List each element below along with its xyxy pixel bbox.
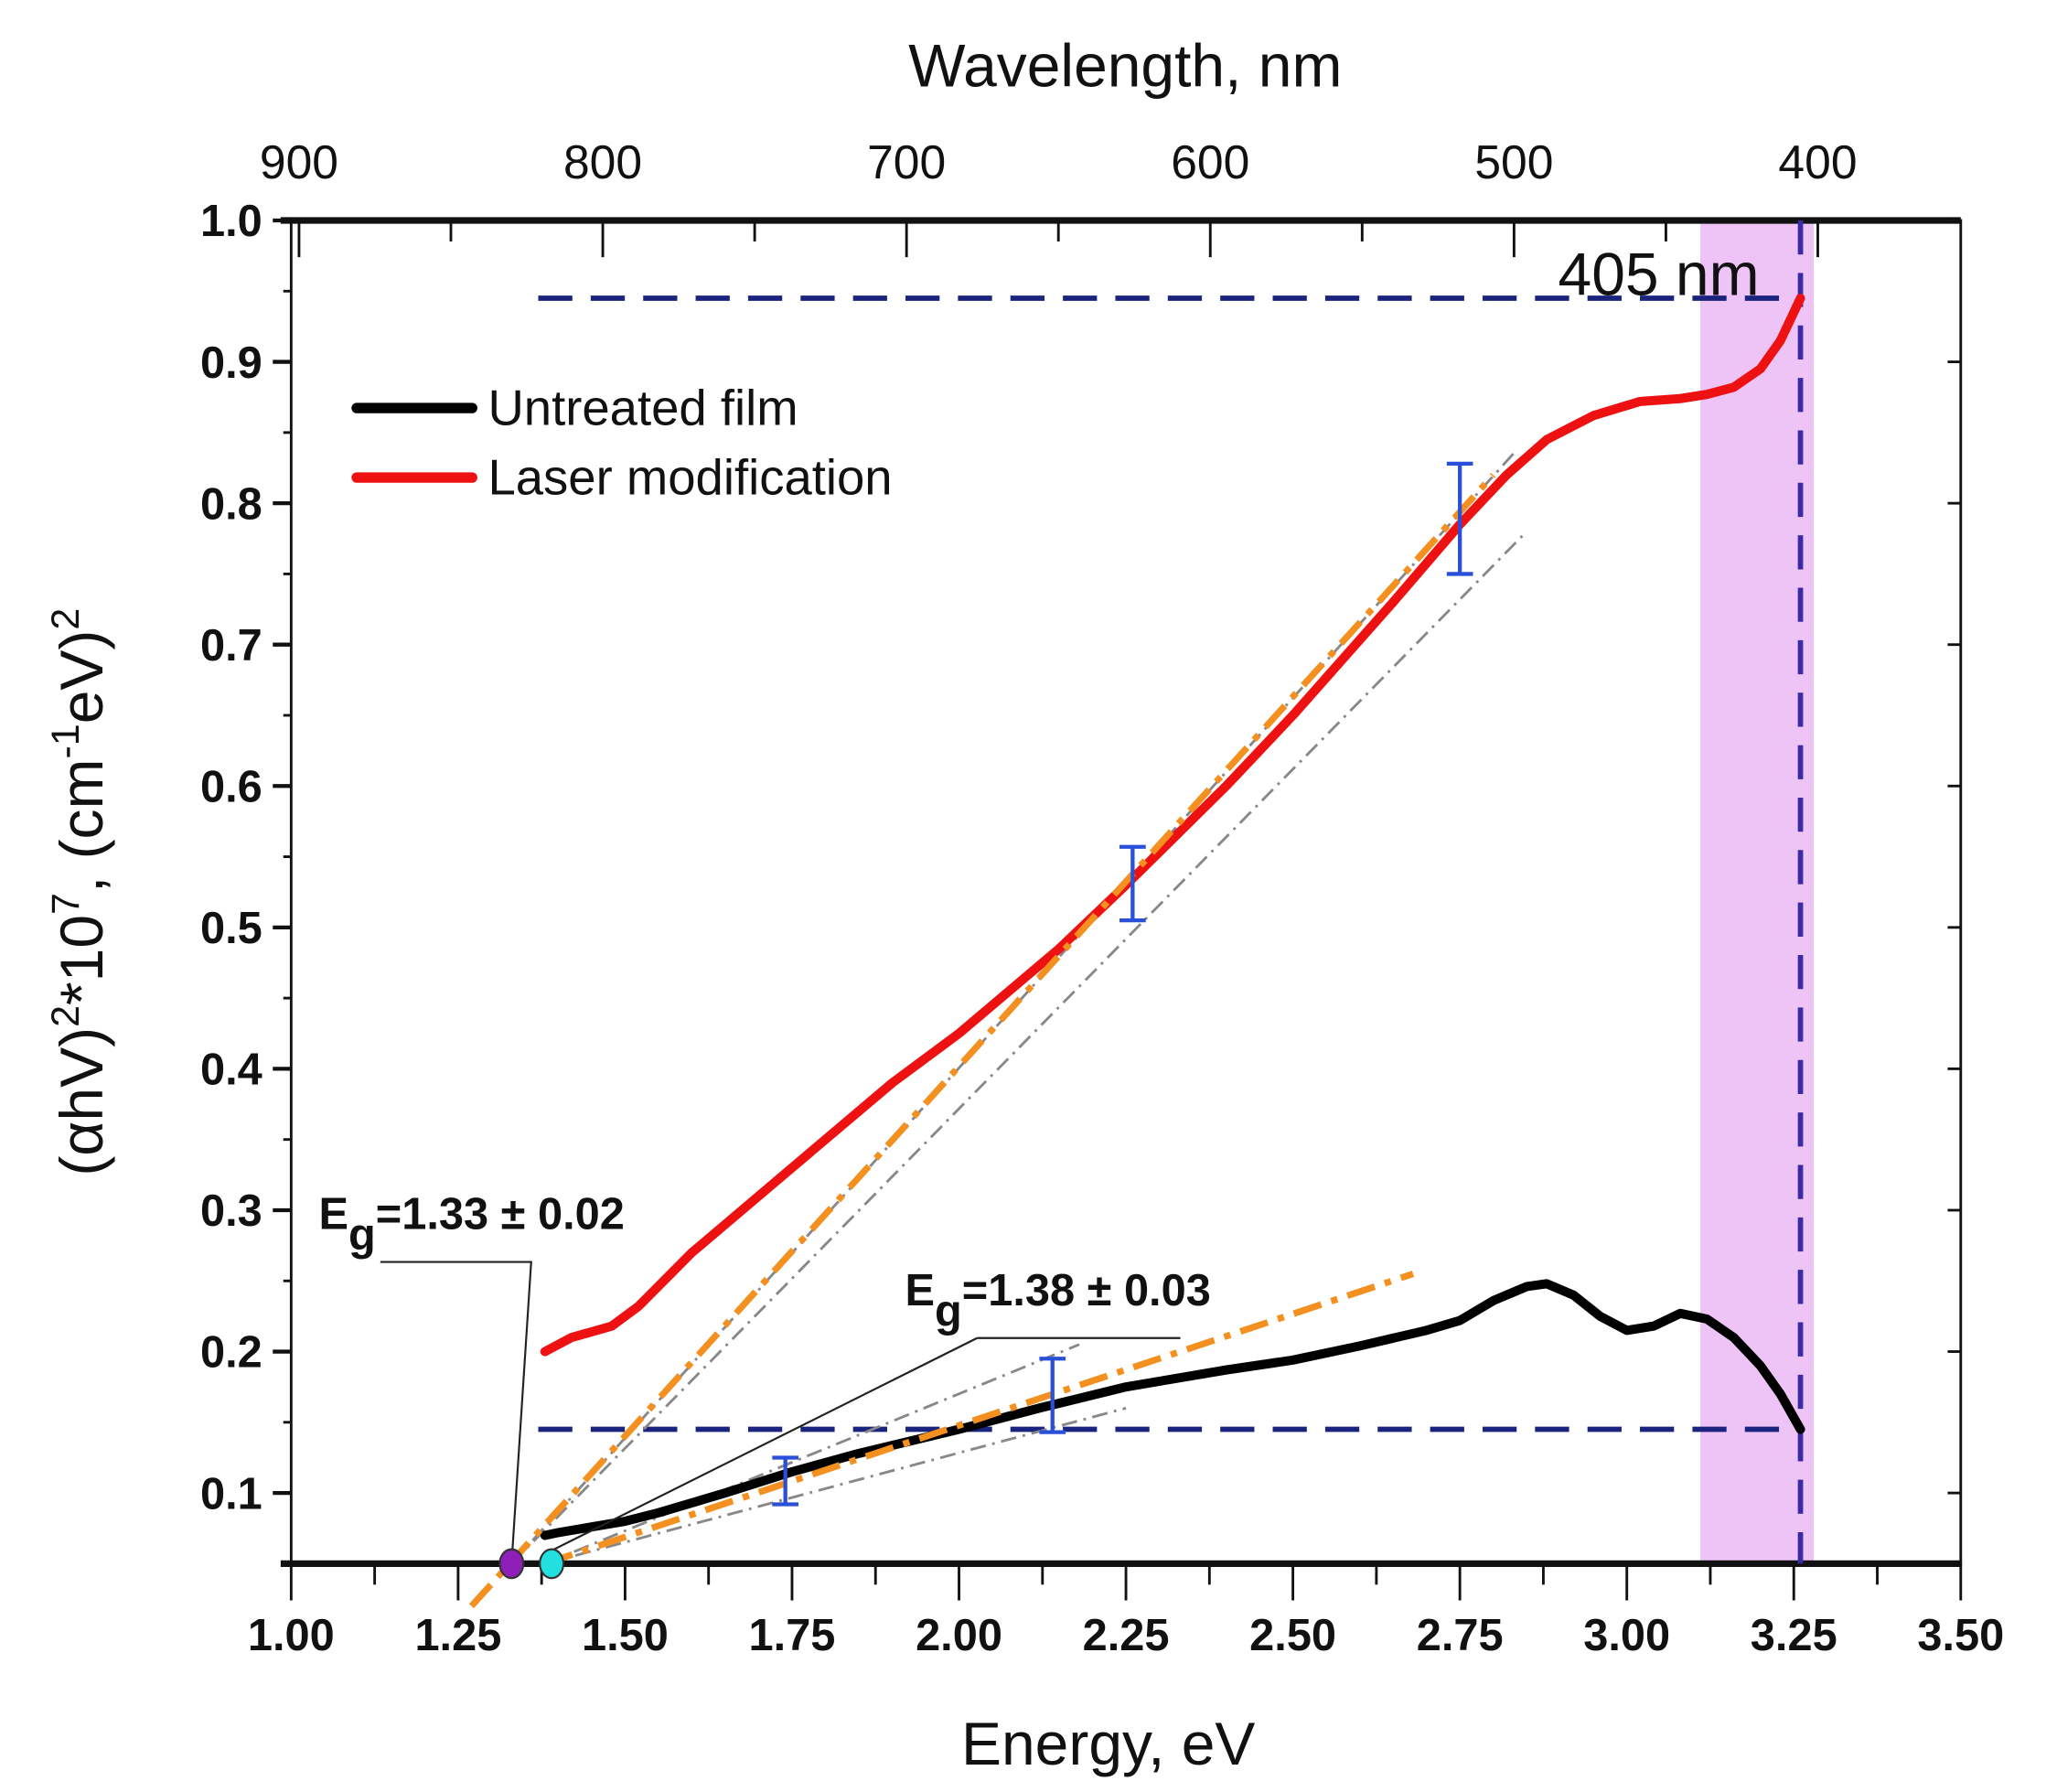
x-tick-label: 2.25 [1083,1611,1170,1660]
x2-tick-label: 700 [867,135,946,188]
band-gap-intercept-marker [498,1548,525,1580]
x2-tick-label: 500 [1474,135,1553,188]
x-axis-label: Energy, eV [961,1710,1255,1777]
y-axis-label: (αhV)2*107, (cm-1eV)2 [44,608,115,1176]
y-label-part: (αhV) [48,1027,115,1176]
annotation-leader-line [551,1336,978,1552]
y-label-sup: -1 [44,724,88,758]
wavelength-405-label: 405 nm [1559,241,1760,308]
confidence-band-line [544,1343,1080,1565]
y-tick-label: 0.5 [200,904,262,953]
x-tick-label: 1.50 [582,1611,669,1660]
x-tick-label: 3.50 [1917,1611,2004,1660]
y-label-sup: 2 [44,1005,88,1027]
x-tick-label: 1.25 [414,1611,501,1660]
y-tick-label: 1.0 [200,197,262,246]
band-gap-annotation: Eg=1.33 ± 0.02 [318,1190,624,1261]
x2-tick-label: 900 [260,135,338,188]
band-gap-annotation: Eg=1.38 ± 0.03 [905,1266,1210,1336]
y-tick-label: 0.9 [200,338,262,388]
x-tick-label: 3.00 [1583,1611,1670,1660]
y-label-part: eV) [48,630,115,724]
x2-tick-label: 800 [563,135,642,188]
x-tick-label: 2.75 [1417,1611,1504,1660]
annotation-leader-line [380,1261,532,1564]
x-tick-label: 3.25 [1751,1611,1837,1660]
laser-wavelength-band [1700,220,1815,1564]
y-tick-label: 0.6 [200,762,262,811]
y-label-part: *10 [48,915,115,1005]
confidence-band-line [510,531,1528,1565]
linear-fit-line [543,1271,1415,1567]
y-label-part: , (cm [48,759,115,894]
y-tick-label: 0.8 [200,479,262,529]
y-tick-label: 0.1 [200,1469,262,1518]
y-tick-label: 0.7 [200,621,262,671]
linear-fit-line [468,472,1496,1609]
x-tick-label: 2.50 [1249,1611,1336,1660]
legend-label-untreated: Untreated film [487,381,798,436]
confidence-band-line [544,1406,1127,1565]
x-tick-label: 2.00 [916,1611,1002,1660]
y-tick-label: 0.3 [200,1186,262,1236]
x2-axis-label: Wavelength, nm [908,32,1342,100]
y-label-sup: 7 [44,893,88,915]
legend: Untreated film Laser modification [351,381,893,506]
y-tick-label: 0.4 [200,1046,262,1095]
laser-modification-line [540,293,1805,1357]
y-tick-label: 0.2 [200,1328,262,1378]
untreated-film-line [540,1279,1805,1540]
band-gap-intercept-marker [539,1548,565,1580]
x2-tick-label: 400 [1778,135,1857,188]
legend-label-laser: Laser modification [487,450,892,506]
y-label-sup: 2 [44,608,88,630]
x-tick-label: 1.00 [248,1611,335,1660]
x2-tick-label: 600 [1171,135,1249,188]
x-tick-label: 1.75 [749,1611,836,1660]
